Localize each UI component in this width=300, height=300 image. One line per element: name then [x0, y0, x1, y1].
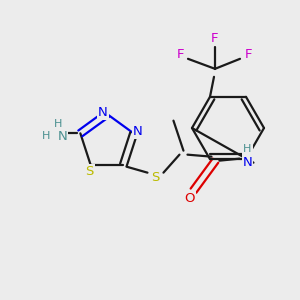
- Text: O: O: [184, 192, 195, 205]
- Text: F: F: [176, 48, 184, 61]
- Text: N: N: [243, 156, 252, 169]
- Text: H: H: [54, 119, 63, 129]
- Text: F: F: [244, 48, 252, 61]
- Text: S: S: [85, 165, 94, 178]
- Text: N: N: [58, 130, 67, 143]
- Text: F: F: [211, 32, 219, 45]
- Text: N: N: [133, 125, 142, 138]
- Text: S: S: [151, 171, 160, 184]
- Text: H: H: [243, 144, 252, 154]
- Text: N: N: [98, 106, 108, 118]
- Text: H: H: [42, 131, 51, 141]
